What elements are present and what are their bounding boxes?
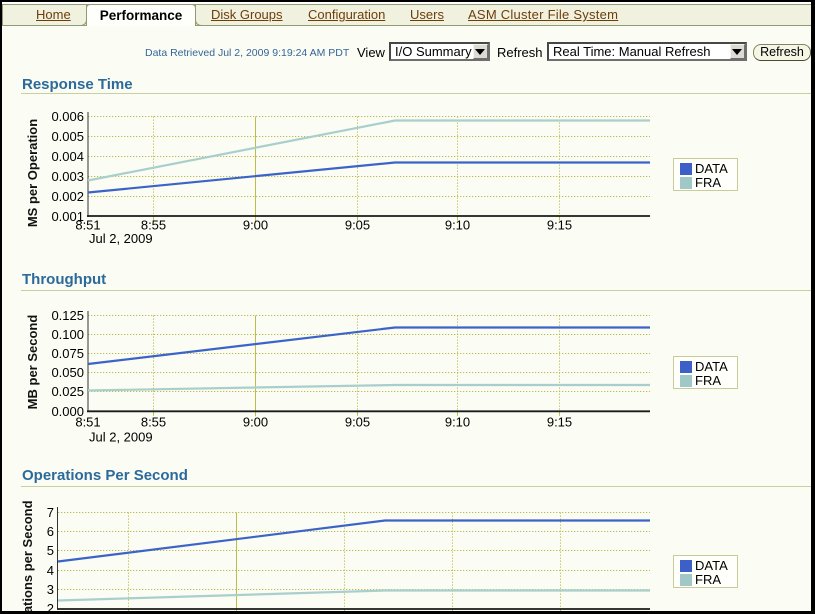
svg-text:8:51: 8:51 (75, 218, 100, 233)
svg-text:MB per Second: MB per Second (25, 315, 40, 410)
svg-text:3: 3 (47, 582, 54, 597)
svg-text:2: 2 (47, 601, 54, 614)
svg-text:0.001: 0.001 (51, 209, 84, 224)
svg-text:8:55: 8:55 (141, 218, 166, 233)
svg-text:9:10: 9:10 (445, 415, 470, 430)
svg-text:9:15: 9:15 (547, 415, 572, 430)
svg-text:0.005: 0.005 (51, 129, 84, 144)
svg-text:0.050: 0.050 (51, 365, 84, 380)
svg-text:0.002: 0.002 (51, 189, 84, 204)
svg-text:0.025: 0.025 (51, 384, 84, 399)
svg-text:0.075: 0.075 (51, 346, 84, 361)
svg-text:9:05: 9:05 (345, 415, 370, 430)
svg-text:4: 4 (47, 563, 54, 578)
svg-text:0.125: 0.125 (51, 308, 84, 323)
svg-text:9:10: 9:10 (445, 218, 470, 233)
svg-text:Jul 2, 2009: Jul 2, 2009 (89, 430, 153, 445)
svg-text:0.100: 0.100 (51, 327, 84, 342)
svg-text:0.004: 0.004 (51, 149, 84, 164)
svg-text:Operations per Second: Operations per Second (20, 500, 35, 614)
svg-text:9:00: 9:00 (243, 218, 268, 233)
svg-text:9:00: 9:00 (243, 415, 268, 430)
svg-text:8:51: 8:51 (75, 415, 100, 430)
svg-text:7: 7 (47, 505, 54, 520)
svg-text:6: 6 (47, 524, 54, 539)
svg-text:0.000: 0.000 (51, 404, 84, 419)
svg-text:Jul 2, 2009: Jul 2, 2009 (89, 231, 153, 246)
svg-text:MS per Operation: MS per Operation (25, 119, 40, 227)
svg-text:8:55: 8:55 (141, 415, 166, 430)
svg-text:9:15: 9:15 (547, 218, 572, 233)
svg-text:0.003: 0.003 (51, 169, 84, 184)
svg-text:5: 5 (47, 543, 54, 558)
svg-text:9:05: 9:05 (345, 218, 370, 233)
svg-text:0.006: 0.006 (51, 109, 84, 124)
